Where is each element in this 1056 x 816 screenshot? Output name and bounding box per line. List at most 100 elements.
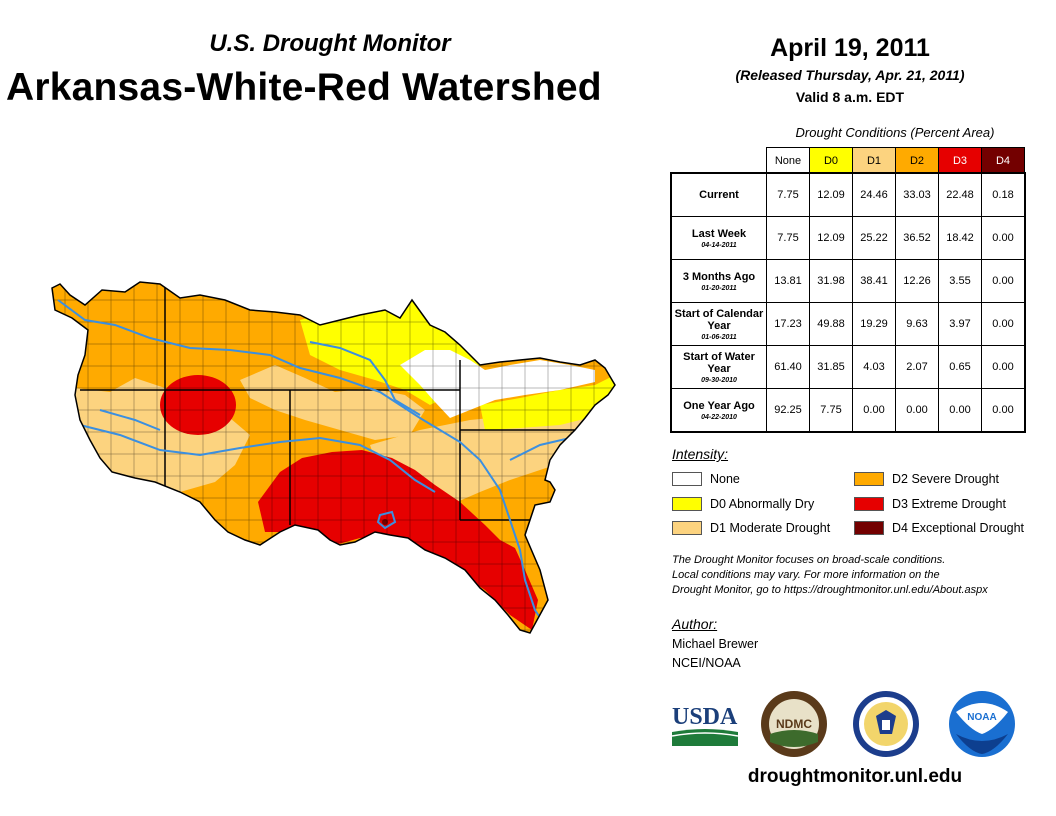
commerce-seal-logo xyxy=(853,691,919,757)
row-label: Start of Water Year xyxy=(683,350,755,375)
row-date: 01-06-2011 xyxy=(701,333,737,341)
legend-label: D1 Moderate Drought xyxy=(710,521,831,535)
map-subtitle: U.S. Drought Monitor xyxy=(209,30,451,57)
noaa-logo: NOAA xyxy=(949,691,1015,757)
legend-item-d2: D2 Severe Drought xyxy=(854,472,999,486)
table-row: One Year Ago 04-22-2010 92.25 7.75 0.00 0… xyxy=(670,388,1026,433)
table-row: Current 7.75 12.09 24.46 33.03 22.48 0.1… xyxy=(670,172,1026,217)
cell-value: 33.03 xyxy=(895,172,939,217)
cell-value: 7.75 xyxy=(766,216,810,260)
cell-value: 38.41 xyxy=(852,259,896,303)
drought-map xyxy=(51,281,616,634)
cell-value: 12.09 xyxy=(809,216,853,260)
row-label: 3 Months Ago xyxy=(682,270,756,283)
table-row: Start of Water Year 09-30-2010 61.40 31.8… xyxy=(670,345,1026,389)
legend-item-d4: D4 Exceptional Drought xyxy=(854,521,1024,535)
cell-value: 4.03 xyxy=(852,345,896,389)
legend-item-none: None xyxy=(672,472,740,486)
lake xyxy=(376,510,397,530)
cell-value: 0.00 xyxy=(981,302,1026,346)
legend-swatch xyxy=(854,472,884,486)
legend-label: D4 Exceptional Drought xyxy=(892,521,1025,535)
disclaimer-note: The Drought Monitor focuses on broad-sca… xyxy=(672,553,1042,598)
legend-swatch xyxy=(672,472,702,486)
legend-item-d1: D1 Moderate Drought xyxy=(672,521,830,535)
usda-logo: USDA xyxy=(671,704,739,746)
map-date: April 19, 2011 xyxy=(770,34,930,62)
cell-value: 49.88 xyxy=(809,302,853,346)
legend-swatch xyxy=(672,521,702,535)
row-date: 09-30-2010 xyxy=(701,376,737,384)
cell-value: 0.00 xyxy=(981,216,1026,260)
cell-value: 0.00 xyxy=(938,388,982,433)
row-label: Last Week xyxy=(691,227,747,240)
row-date: 04-14-2011 xyxy=(701,241,737,249)
cell-value: 22.48 xyxy=(938,172,982,217)
cell-value: 24.46 xyxy=(852,172,896,217)
map-area-d4 xyxy=(382,519,388,525)
legend-label: D3 Extreme Drought xyxy=(892,497,1006,511)
map-area-d1-central xyxy=(240,365,425,440)
row-label: Current xyxy=(699,189,739,201)
map-area-none xyxy=(400,350,595,418)
cell-value: 12.26 xyxy=(895,259,939,303)
row-label: One Year Ago xyxy=(683,399,755,412)
row-date: 04-22-2010 xyxy=(701,413,737,421)
cell-value: 18.42 xyxy=(938,216,982,260)
cell-value: 31.85 xyxy=(809,345,853,389)
cell-value: 13.81 xyxy=(766,259,810,303)
note-line: Local conditions may vary. For more info… xyxy=(672,569,940,581)
cell-value: 0.00 xyxy=(981,345,1026,389)
author-name: Michael Brewer xyxy=(672,637,759,651)
cell-value: 19.29 xyxy=(852,302,896,346)
legend-item-d0: D0 Abnormally Dry xyxy=(672,497,814,511)
map-area-d3-west xyxy=(160,375,236,435)
note-line: The Drought Monitor focuses on broad-sca… xyxy=(672,554,946,566)
cell-value: 61.40 xyxy=(766,345,810,389)
cell-value: 36.52 xyxy=(895,216,939,260)
cell-value: 31.98 xyxy=(809,259,853,303)
table-caption: Drought Conditions (Percent Area) xyxy=(795,125,995,140)
author-heading: Author: xyxy=(672,616,718,632)
cell-value: 12.09 xyxy=(809,172,853,217)
cell-value: 3.55 xyxy=(938,259,982,303)
col-d0: D0 xyxy=(809,147,853,174)
col-d2: D2 xyxy=(895,147,939,174)
col-d1: D1 xyxy=(852,147,896,174)
row-label: Start of Calendar Year xyxy=(674,307,764,332)
legend-label: D0 Abnormally Dry xyxy=(710,497,815,511)
col-none: None xyxy=(766,147,810,174)
legend-swatch xyxy=(672,497,702,511)
drought-table: Current 7.75 12.09 24.46 33.03 22.48 0.1… xyxy=(670,172,1026,433)
cell-value: 9.63 xyxy=(895,302,939,346)
cell-value: 0.00 xyxy=(981,388,1026,433)
cell-value: 25.22 xyxy=(852,216,896,260)
note-line: Drought Monitor, go to https://droughtmo… xyxy=(672,584,988,596)
cell-value: 0.00 xyxy=(895,388,939,433)
author-org: NCEI/NOAA xyxy=(672,656,741,670)
svg-text:NOAA: NOAA xyxy=(967,712,996,723)
map-title: Arkansas-White-Red Watershed xyxy=(6,66,602,109)
cell-value: 17.23 xyxy=(766,302,810,346)
table-header: None D0 D1 D2 D3 D4 xyxy=(766,147,1025,174)
legend-item-d3: D3 Extreme Drought xyxy=(854,497,1006,511)
col-d4: D4 xyxy=(981,147,1025,174)
legend-label: None xyxy=(710,472,740,486)
legend-label: D2 Severe Drought xyxy=(892,472,1000,486)
svg-text:NDMC: NDMC xyxy=(776,717,812,731)
watershed-outline xyxy=(51,281,616,634)
cell-value: 0.00 xyxy=(981,259,1026,303)
cell-value: 0.00 xyxy=(852,388,896,433)
cell-value: 3.97 xyxy=(938,302,982,346)
svg-text:USDA: USDA xyxy=(672,704,738,730)
map-area-d1-east xyxy=(370,400,615,505)
valid-time: Valid 8 a.m. EDT xyxy=(795,89,905,105)
footer-url[interactable]: droughtmonitor.unl.edu xyxy=(747,766,963,787)
table-row: 3 Months Ago 01-20-2011 13.81 31.98 38.41… xyxy=(670,259,1026,303)
row-date: 01-20-2011 xyxy=(701,284,737,292)
release-date: (Released Thursday, Apr. 21, 2011) xyxy=(735,67,965,83)
table-row: Last Week 04-14-2011 7.75 12.09 25.22 36.… xyxy=(670,216,1026,260)
cell-value: 92.25 xyxy=(766,388,810,433)
cell-value: 0.18 xyxy=(981,172,1026,217)
legend-heading: Intensity: xyxy=(672,446,729,462)
